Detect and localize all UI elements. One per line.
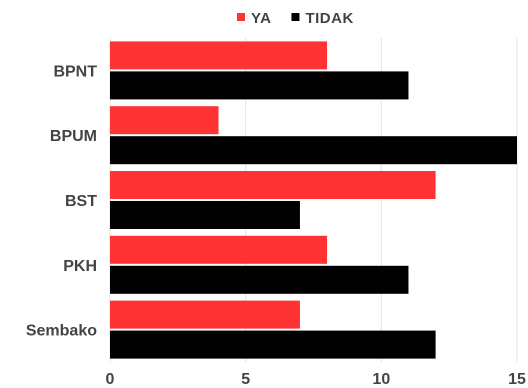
legend-swatch [291, 13, 300, 21]
category-label: BPNT [53, 63, 97, 80]
legend: YA TIDAK [237, 10, 353, 27]
x-tick-label: 15 [508, 371, 526, 388]
legend-label: YA [251, 10, 271, 27]
bar-tidak-bpnt [110, 71, 409, 100]
category-label: PKH [63, 258, 97, 275]
bars [110, 41, 517, 359]
x-tick-label: 5 [241, 371, 250, 388]
legend-label: TIDAK [305, 10, 353, 27]
bar-ya-bpum [110, 106, 219, 135]
legend-swatch [237, 13, 245, 21]
bar-tidak-sembako [110, 330, 436, 359]
x-tick-label: 10 [372, 371, 390, 388]
bar-ya-pkh [110, 235, 328, 264]
category-label: BST [65, 193, 97, 210]
category-label: BPUM [50, 128, 97, 145]
bar-tidak-bpum [110, 136, 517, 165]
category-label: Sembako [26, 323, 97, 340]
bar-ya-sembako [110, 300, 300, 329]
bar-ya-bpnt [110, 41, 328, 70]
x-tick-label: 0 [106, 371, 115, 388]
x-tick-labels: 0 5 10 15 [106, 371, 526, 388]
bar-tidak-pkh [110, 265, 409, 294]
bar-ya-bst [110, 171, 436, 199]
bar-tidak-bst [110, 201, 300, 229]
category-labels: BPNT BPUM BST PKH Sembako [26, 63, 97, 339]
